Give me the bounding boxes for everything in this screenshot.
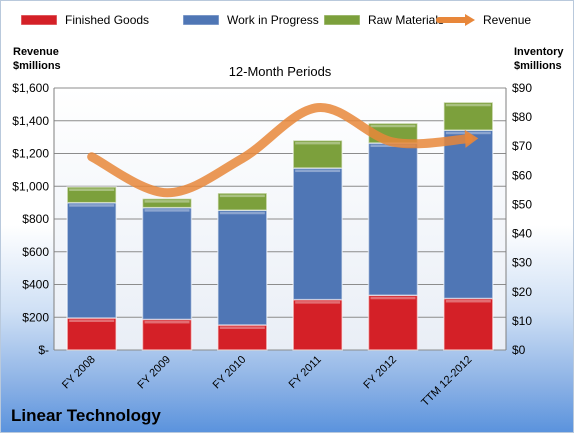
bar-highlight: [219, 326, 265, 329]
bar-raw-materials: [292, 139, 343, 169]
bar-highlight: [445, 103, 491, 107]
legend-label-work-in-progress: Work in Progress: [227, 13, 319, 27]
bar-raw-materials: [217, 192, 268, 212]
chart-title: 12-Month Periods: [229, 64, 332, 79]
x-tick-label: FY 2008: [60, 354, 98, 392]
legend-swatch-raw-materials: [323, 14, 361, 26]
left-tick-label: $1,000: [12, 179, 49, 193]
bar-work-in-progress: [367, 142, 419, 297]
right-tick-label: $30: [512, 256, 532, 270]
bar-finished-goods: [443, 297, 494, 351]
bar-highlight: [144, 209, 190, 212]
bar-highlight: [295, 141, 341, 145]
right-axis-label-line1: Inventory: [514, 46, 564, 58]
bar-raw-materials: [443, 101, 494, 131]
bar-work-in-progress: [292, 167, 343, 301]
left-tick-label: $-: [38, 343, 49, 357]
x-tick-label: TTM 12-2012: [419, 354, 474, 409]
x-tick-label: FY 2009: [135, 354, 173, 392]
legend-swatch-finished-goods: [20, 14, 58, 26]
bar-highlight: [295, 301, 341, 304]
right-axis-label: Inventory $millions: [514, 45, 564, 73]
bar-highlight: [69, 319, 115, 322]
legend-label-raw-materials: Raw Materials: [368, 13, 444, 27]
left-axis-label-line2: $millions: [13, 60, 61, 72]
bar-raw-materials: [141, 197, 193, 209]
legend-label-revenue: Revenue: [483, 13, 531, 27]
bar-finished-goods: [217, 324, 268, 351]
left-tick-label: $1,600: [12, 81, 49, 95]
bar-highlight: [144, 320, 190, 324]
right-tick-label: $10: [512, 314, 532, 328]
left-axis-label: Revenue $millions: [13, 45, 61, 73]
legend-swatch-work-in-progress: [182, 14, 220, 26]
right-tick-label: $0: [512, 343, 526, 357]
bar-highlight: [295, 169, 341, 173]
left-tick-label: $800: [22, 212, 49, 226]
bar-highlight: [219, 211, 265, 215]
legend-label-finished-goods: Finished Goods: [65, 13, 149, 27]
bar-raw-materials: [66, 186, 117, 204]
right-tick-label: $60: [512, 168, 532, 182]
left-tick-label: $1,400: [12, 114, 49, 128]
x-tick-label: FY 2010: [211, 354, 249, 392]
left-tick-label: $200: [22, 310, 49, 324]
bar-work-in-progress: [66, 201, 117, 319]
right-axis-label-line2: $millions: [514, 60, 562, 72]
bar-work-in-progress: [443, 129, 494, 300]
bar-highlight: [219, 194, 265, 198]
x-tick-label: FY 2011: [287, 354, 324, 391]
bar-finished-goods: [292, 298, 343, 351]
bar-finished-goods: [367, 294, 419, 351]
bar-finished-goods: [141, 318, 193, 351]
bar-highlight: [445, 299, 491, 303]
bar-highlight: [144, 200, 190, 203]
bar-highlight: [370, 296, 416, 300]
right-tick-label: $50: [512, 197, 532, 211]
bar-highlight: [370, 124, 416, 128]
right-tick-label: $20: [512, 285, 532, 299]
left-tick-label: $1,200: [12, 147, 49, 161]
left-tick-label: $600: [22, 245, 49, 259]
bar-work-in-progress: [141, 206, 193, 321]
revenue-line: [87, 103, 473, 198]
right-tick-label: $90: [512, 81, 532, 95]
right-tick-label: $80: [512, 110, 532, 124]
bar-work-in-progress: [217, 209, 268, 326]
x-tick-label: FY 2012: [361, 354, 399, 392]
bar-finished-goods: [66, 317, 117, 351]
bar-highlight: [69, 188, 115, 191]
right-tick-label: $70: [512, 139, 532, 153]
legend-arrow: [465, 14, 475, 26]
revenue-arrowhead: [464, 129, 479, 148]
left-tick-label: $400: [22, 278, 49, 292]
right-tick-label: $40: [512, 227, 532, 241]
left-axis-label-line1: Revenue: [13, 46, 59, 58]
company-name: Linear Technology: [11, 406, 161, 425]
bar-highlight: [69, 204, 115, 207]
